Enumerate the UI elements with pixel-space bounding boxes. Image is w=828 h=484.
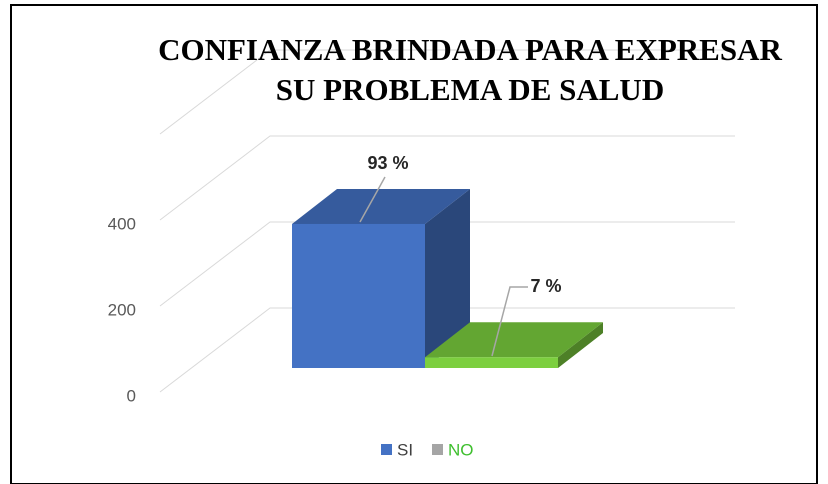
leader-line xyxy=(491,286,528,357)
data-label: 7 % xyxy=(530,276,561,296)
legend-label: SI xyxy=(397,440,413,459)
bar-side xyxy=(425,188,470,368)
legend-marker xyxy=(432,444,443,455)
chart-title: CONFIANZA BRINDADA PARA EXPRESAR SU PROB… xyxy=(158,32,782,107)
wall-edge xyxy=(159,49,735,135)
y-tick-label: 200 xyxy=(108,300,136,319)
leader-line xyxy=(359,176,386,223)
grid-line xyxy=(159,307,735,393)
data-label: 93 % xyxy=(367,153,408,173)
bar xyxy=(425,357,558,368)
bar xyxy=(292,223,425,368)
y-tick-label: 0 xyxy=(127,386,136,405)
grid-line xyxy=(159,135,735,221)
bar-top xyxy=(292,188,470,224)
bar-top xyxy=(425,322,603,358)
legend-marker xyxy=(381,444,392,455)
legend-label: NO xyxy=(448,440,474,459)
chart-frame xyxy=(10,4,818,484)
bar-side xyxy=(558,322,603,368)
y-tick-label: 400 xyxy=(108,214,136,233)
grid-line xyxy=(159,221,735,307)
